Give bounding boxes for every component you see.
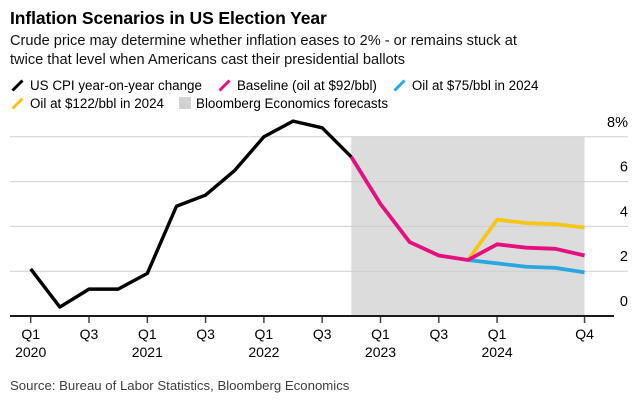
- x-tick-label: Q3: [80, 326, 99, 342]
- x-tick-label: Q1: [21, 326, 40, 342]
- x-tick-label: Q4: [575, 326, 594, 342]
- series-line-4: [349, 155, 585, 262]
- legend-item-oil75: Oil at $75/bbl in 2024: [392, 77, 539, 93]
- y-tick-label: 4: [620, 204, 628, 220]
- x-tick-label: Q1: [255, 326, 274, 342]
- x-tick-year-label: 2023: [365, 344, 396, 360]
- legend-item-oil122: Oil at $122/bbl in 2024: [10, 96, 164, 111]
- x-tick-label: Q3: [313, 326, 332, 342]
- line-chart: 8% 6 4 2 0 Q1 2020 Q3 Q1 2021 Q3 Q1 2022 Q3 Q1 2023 Q3 Q1…: [10, 115, 628, 360]
- chart-subtitle-line1: Crude price may determine whether inflat…: [10, 33, 517, 49]
- x-tick-year-label: 2022: [248, 344, 279, 360]
- legend-row-1: US CPI year-on-year change Baseline (oil…: [10, 76, 627, 94]
- forecast-region: [351, 136, 585, 315]
- source-note: Source: Bureau of Labor Statistics, Bloo…: [10, 378, 350, 393]
- x-tick-year-label: 2021: [132, 344, 163, 360]
- line-swatch-icon: [393, 78, 406, 92]
- series-line-3: [466, 217, 585, 262]
- chart-area: 8% 6 4 2 0 Q1 2020 Q3 Q1 2021 Q3 Q1 2022 Q3 Q1 2023 Q3 Q1…: [0, 113, 637, 363]
- x-tick-label: Q3: [429, 326, 448, 342]
- chart-card: Inflation Scenarios in US Election Year …: [0, 8, 637, 393]
- legend-label: US CPI year-on-year change: [30, 77, 202, 93]
- chart-legend: US CPI year-on-year change Baseline (oil…: [10, 76, 627, 112]
- legend-item-forecasts: Bloomberg Economics forecasts: [179, 96, 388, 111]
- y-tick-label: 2: [620, 249, 628, 265]
- x-tick-year-label: 2024: [482, 344, 513, 360]
- chart-subtitle-line2: twice that level when Americans cast the…: [10, 52, 406, 68]
- x-tick-label: Q3: [196, 326, 215, 342]
- legend-label: Bloomberg Economics forecasts: [196, 95, 389, 111]
- x-tick-label: Q1: [138, 326, 157, 342]
- legend-row-2: Oil at $122/bbl in 2024 Bloomberg Econom…: [10, 94, 627, 112]
- legend-item-cpi: US CPI year-on-year change: [10, 78, 202, 93]
- line-swatch-icon: [218, 78, 231, 92]
- legend-label: Oil at $75/bbl in 2024: [411, 77, 539, 93]
- x-tick-year-label: 2020: [15, 344, 46, 360]
- square-swatch-icon: [179, 97, 192, 109]
- legend-label: Oil at $122/bbl in 2024: [30, 95, 165, 111]
- legend-label: Baseline (oil at $92/bbl): [236, 77, 377, 93]
- x-tick-label: Q1: [488, 326, 507, 342]
- legend-item-baseline: Baseline (oil at $92/bbl): [217, 78, 377, 93]
- y-tick-label: 8%: [607, 115, 628, 131]
- line-swatch-icon: [11, 96, 24, 110]
- chart-subtitle: Crude price may determine whether inflat…: [10, 32, 627, 70]
- chart-title: Inflation Scenarios in US Election Year: [10, 8, 327, 28]
- y-tick-label: 6: [620, 160, 628, 176]
- series-line-2: [467, 258, 585, 275]
- x-tick-label: Q1: [371, 326, 390, 342]
- y-tick-label: 0: [620, 294, 628, 310]
- chart-header: Inflation Scenarios in US Election Year …: [0, 8, 637, 112]
- line-swatch-icon: [11, 78, 24, 92]
- series-line-1: [29, 119, 353, 309]
